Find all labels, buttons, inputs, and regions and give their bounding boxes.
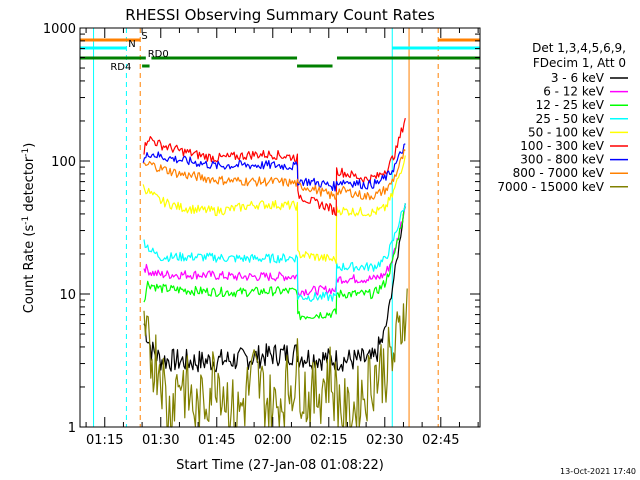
legend-label-3: 12 - 25 keV xyxy=(536,98,605,112)
data-layer: SN RD0 RD4 xyxy=(80,28,480,428)
y-tick-label-1: 1 xyxy=(68,421,76,436)
legend-label-9: 7000 - 15000 keV xyxy=(497,180,604,194)
legend-label-1: 3 - 6 keV xyxy=(551,71,605,85)
series-line-4 xyxy=(143,203,406,302)
x-tick-label-5: 02:15 xyxy=(310,433,347,448)
flag-label-n: N xyxy=(128,39,135,50)
chart-title: RHESSI Observing Summary Count Rates xyxy=(125,6,435,24)
series-line-3 xyxy=(143,206,406,321)
plot-frame xyxy=(79,27,481,428)
series-line-5 xyxy=(142,155,406,265)
axis-layer: 1 10 100 1000 01:15 01:30 01:45 02:00 02:15 02:30… xyxy=(43,22,480,448)
y-axis-label: Count Rate (s-1 detector-1) xyxy=(21,143,37,314)
legend-label-2: 6 - 12 keV xyxy=(543,85,605,99)
series-line-6 xyxy=(143,117,406,217)
x-axis-label: Start Time (27-Jan-08 01:08:22) xyxy=(176,458,384,473)
x-tick-label-3: 01:45 xyxy=(198,433,235,448)
footer-timestamp: 13-Oct-2021 17:40 xyxy=(560,467,636,476)
legend-label-5: 50 - 100 keV xyxy=(528,125,605,139)
legend-label-6: 100 - 300 keV xyxy=(520,139,604,153)
x-tick-label-6: 02:30 xyxy=(366,433,403,448)
legend-header-line-1: Det 1,3,4,5,6,9, xyxy=(532,41,626,55)
legend-label-4: 25 - 50 keV xyxy=(536,112,605,126)
y-axis-label-sup-2: -1 xyxy=(21,148,31,157)
legend-label-8: 800 - 7000 keV xyxy=(513,166,605,180)
y-axis-label-part-1: Count Rate (s xyxy=(22,225,37,314)
series-line-7 xyxy=(142,143,406,192)
y-axis-label-sup-1: -1 xyxy=(21,216,31,225)
y-axis-label-part-2: detector xyxy=(22,156,37,216)
x-tick-label-2: 01:30 xyxy=(142,433,179,448)
y-tick-label-2: 10 xyxy=(59,288,76,303)
y-axis-label-part-3: ) xyxy=(22,143,37,148)
flag-label-rd0: RD0 xyxy=(148,49,169,60)
series-line-1 xyxy=(143,203,406,373)
series-line-9 xyxy=(143,288,408,428)
flag-label-s: S xyxy=(141,31,147,42)
x-tick-label-4: 02:00 xyxy=(254,433,291,448)
y-tick-label-4: 1000 xyxy=(43,22,76,37)
flag-label-rd4: RD4 xyxy=(110,62,131,73)
x-tick-label-1: 01:15 xyxy=(86,433,123,448)
series-line-2 xyxy=(143,205,406,297)
series-line-8 xyxy=(143,149,406,201)
legend-label-7: 300 - 800 keV xyxy=(520,153,604,167)
x-tick-label-7: 02:45 xyxy=(422,433,459,448)
legend: Det 1,3,4,5,6,9, FDecim 1, Att 0 3 - 6 k… xyxy=(497,41,628,194)
legend-header-line-2: FDecim 1, Att 0 xyxy=(533,56,626,70)
y-tick-label-3: 100 xyxy=(51,155,76,170)
